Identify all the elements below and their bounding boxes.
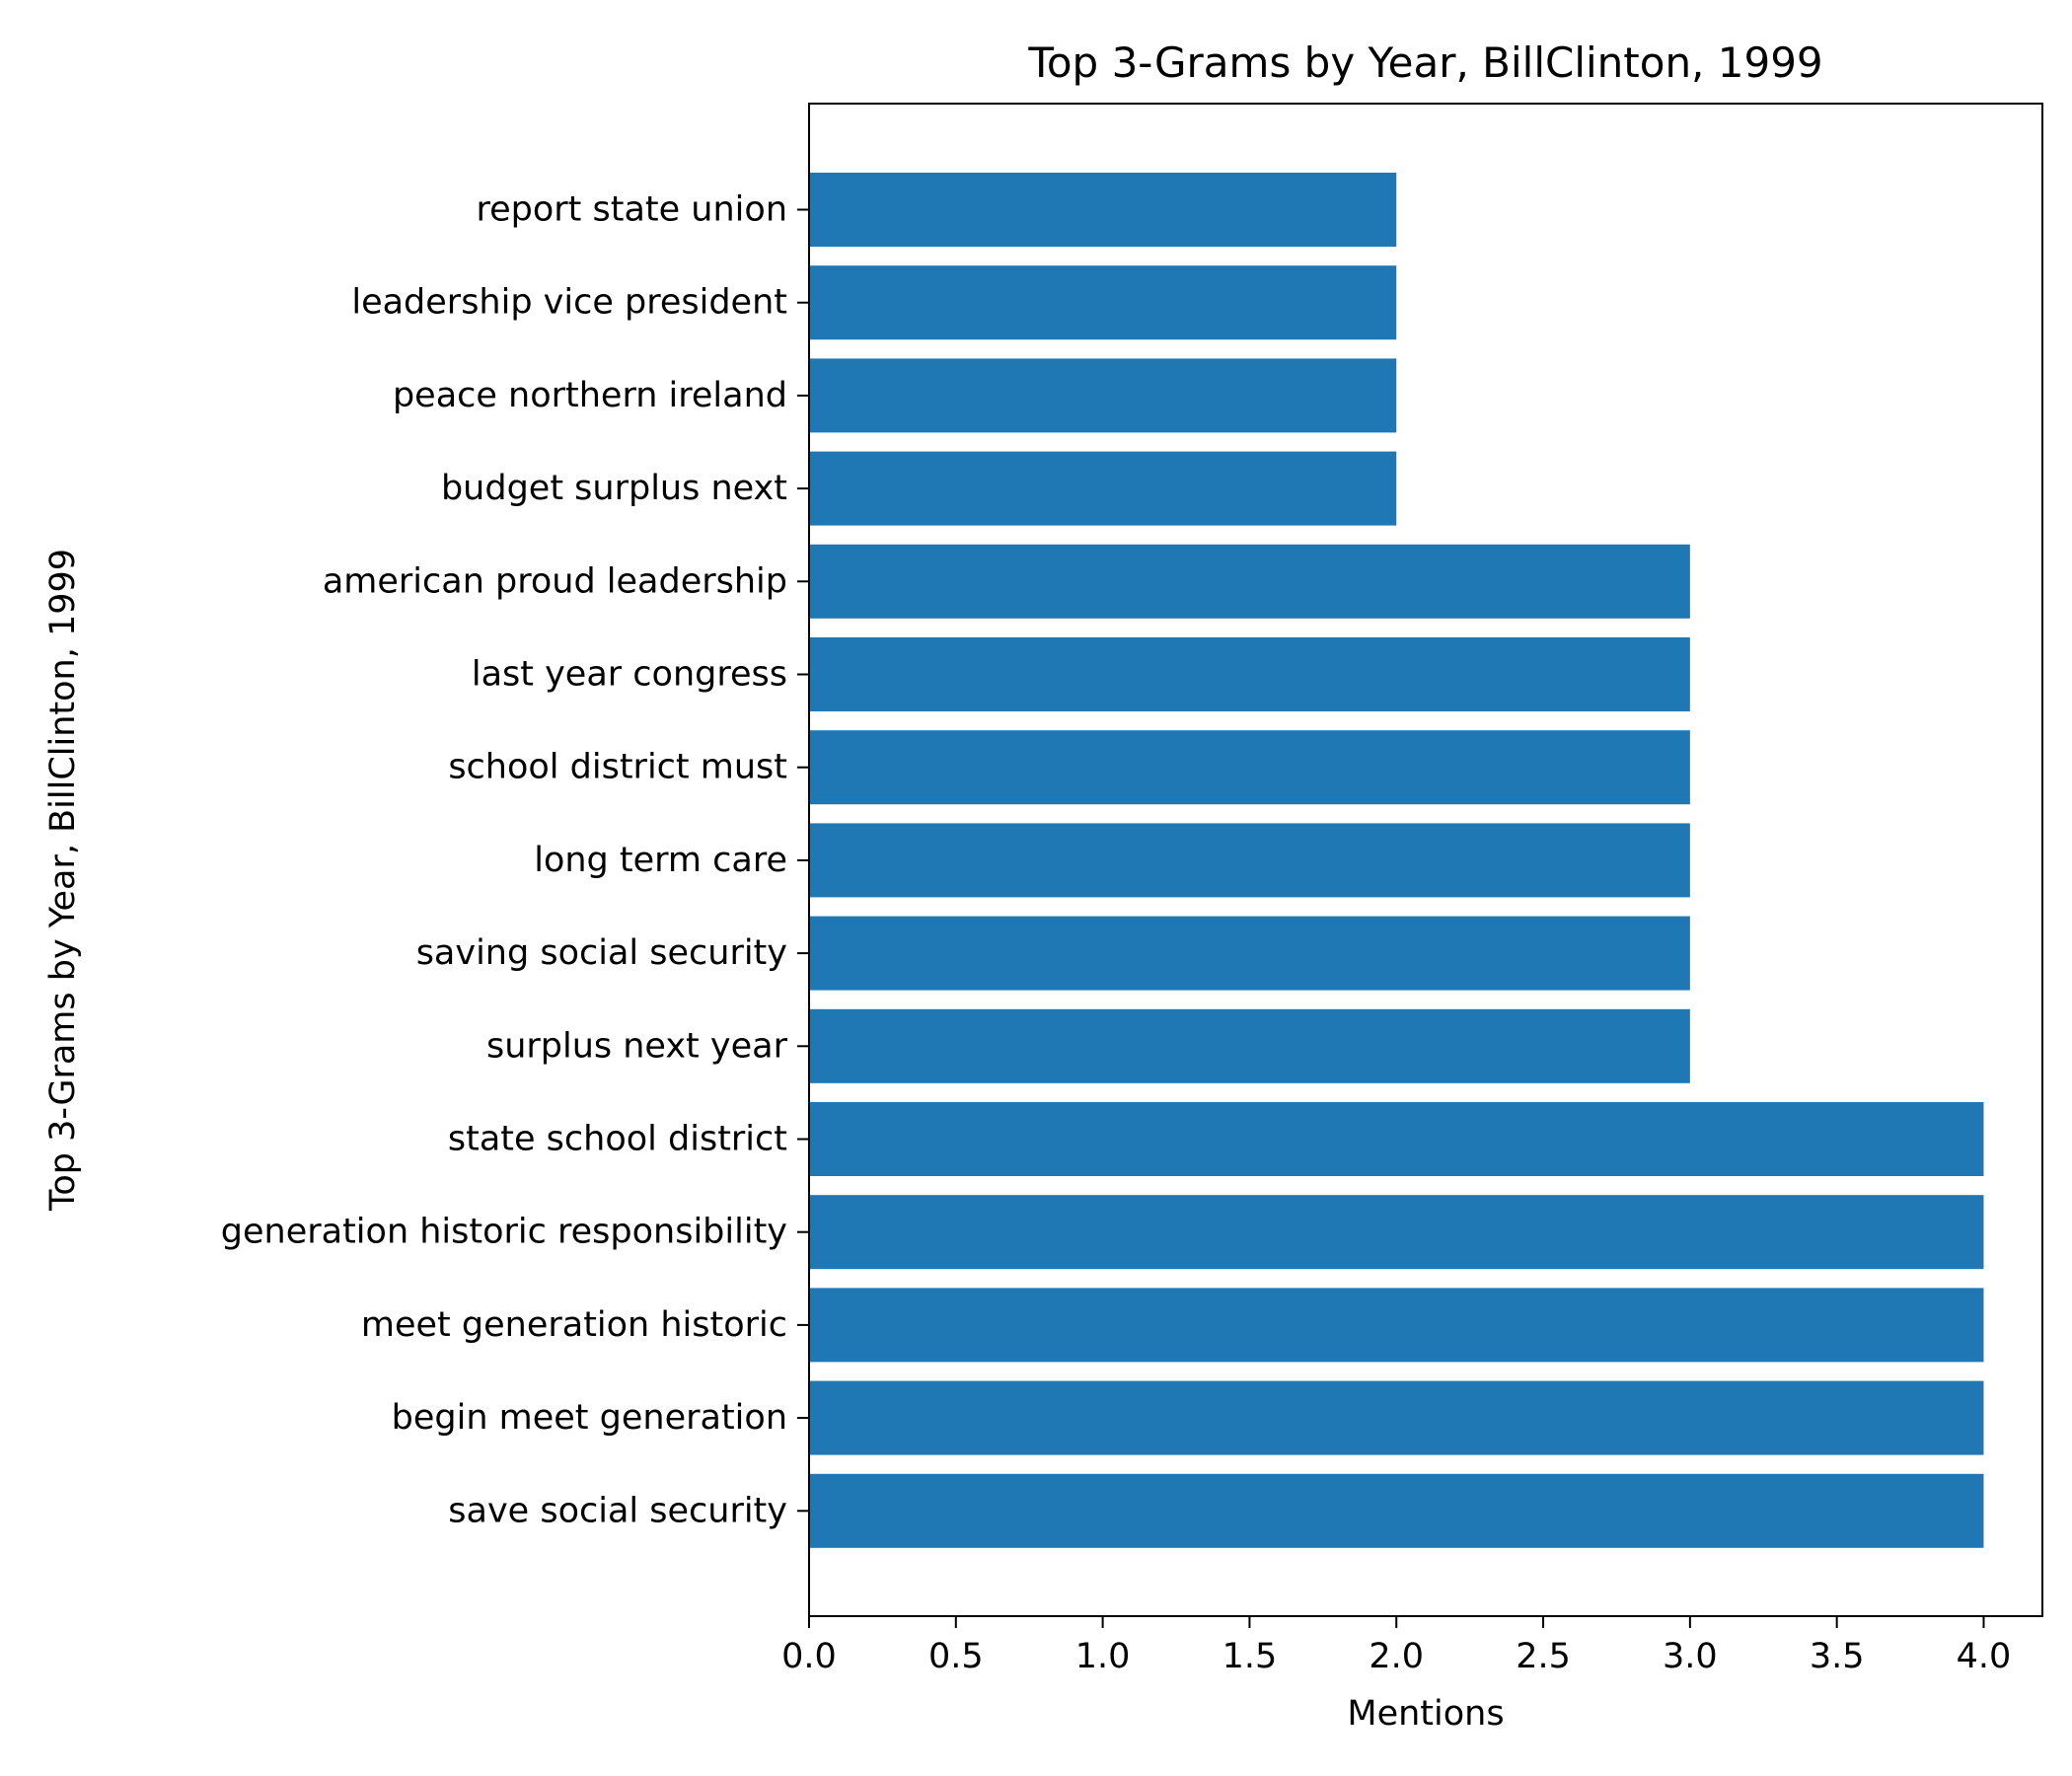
bar-saving-social-security xyxy=(809,916,1690,991)
y-axis-ticks: save social security begin meet generatio… xyxy=(221,190,809,1530)
y-tick-label: saving social security xyxy=(416,933,787,973)
bar-report-state-union xyxy=(809,173,1397,247)
bar-save-social-security xyxy=(809,1473,1984,1548)
x-tick-label: 0.0 xyxy=(781,1637,837,1676)
y-tick-label: begin meet generation xyxy=(392,1398,787,1438)
chart-title: Top 3-Grams by Year, BillClinton, 1999 xyxy=(1027,38,1822,87)
x-tick-label: 1.0 xyxy=(1075,1637,1131,1676)
y-tick-label: peace northern ireland xyxy=(393,376,787,415)
y-tick-label: generation historic responsibility xyxy=(221,1213,787,1252)
bar-budget-surplus-next xyxy=(809,451,1397,526)
bar-peace-northern-ireland xyxy=(809,358,1397,433)
y-tick-label: save social security xyxy=(448,1491,787,1530)
x-axis-label: Mentions xyxy=(1347,1694,1504,1734)
x-tick-label: 0.5 xyxy=(928,1637,984,1676)
x-tick-label: 3.5 xyxy=(1810,1637,1865,1676)
y-tick-label: report state union xyxy=(477,190,788,230)
bar-state-school-district xyxy=(809,1102,1984,1176)
bars-layer xyxy=(809,173,1984,1548)
y-tick-label: budget surplus next xyxy=(441,469,787,508)
x-tick-label: 2.5 xyxy=(1516,1637,1571,1676)
y-tick-label: long term care xyxy=(534,841,787,880)
x-axis-ticks: 0.0 0.5 1.0 1.5 2.0 2.5 3.0 3.5 4.0 xyxy=(781,1616,2011,1676)
y-tick-label: meet generation historic xyxy=(361,1305,787,1345)
bar-last-year-congress xyxy=(809,637,1690,711)
y-tick-label: last year congress xyxy=(472,655,787,695)
bar-american-proud-leadership xyxy=(809,544,1690,619)
plot-frame xyxy=(808,103,2043,1617)
bar-school-district-must xyxy=(809,730,1690,805)
x-tick-label: 3.0 xyxy=(1663,1637,1718,1676)
y-tick-label: leadership vice president xyxy=(351,283,787,323)
bar-leadership-vice-president xyxy=(809,265,1397,340)
y-tick-label: surplus next year xyxy=(486,1026,788,1066)
y-tick-label: state school district xyxy=(448,1120,787,1159)
bar-generation-historic-responsibility xyxy=(809,1195,1984,1270)
bar-meet-generation-historic xyxy=(809,1288,1984,1363)
x-tick-label: 2.0 xyxy=(1369,1637,1424,1676)
x-tick-label: 1.5 xyxy=(1222,1637,1278,1676)
bar-surplus-next-year xyxy=(809,1008,1690,1083)
x-tick-label: 4.0 xyxy=(1957,1637,2012,1676)
y-tick-label: american proud leadership xyxy=(323,561,787,601)
y-axis-label: Top 3-Grams by Year, BillClinton, 1999 xyxy=(43,549,83,1212)
bar-long-term-care xyxy=(809,823,1690,898)
bar-begin-meet-generation xyxy=(809,1380,1984,1455)
y-tick-label: school district must xyxy=(448,748,787,787)
